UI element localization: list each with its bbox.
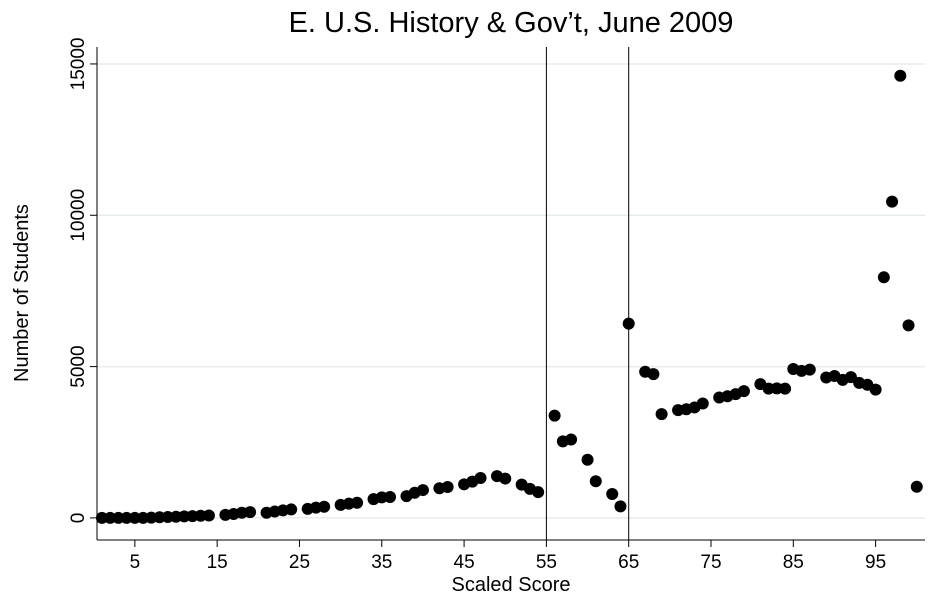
x-tick-label: 25 bbox=[289, 552, 310, 573]
x-tick-label: 85 bbox=[783, 552, 804, 573]
x-tick-label: 15 bbox=[207, 552, 228, 573]
point bbox=[244, 506, 257, 519]
point bbox=[877, 271, 890, 284]
point bbox=[614, 500, 627, 513]
x-axis-label: Scaled Score bbox=[452, 574, 571, 596]
y-tick-label: 0 bbox=[68, 513, 89, 524]
point bbox=[902, 319, 915, 332]
point bbox=[318, 500, 331, 513]
point bbox=[499, 472, 512, 485]
point bbox=[128, 511, 141, 524]
point bbox=[351, 496, 364, 509]
point bbox=[894, 69, 907, 82]
point bbox=[548, 409, 561, 422]
point bbox=[622, 317, 635, 330]
point bbox=[869, 383, 882, 396]
point bbox=[285, 503, 298, 516]
point bbox=[441, 481, 454, 494]
point bbox=[696, 397, 709, 410]
point bbox=[910, 480, 923, 493]
chart-title: E. U.S. History & Gov’t, June 2009 bbox=[289, 7, 734, 39]
y-axis-label: Number of Students bbox=[11, 204, 33, 382]
point bbox=[581, 453, 594, 466]
point bbox=[647, 368, 660, 381]
x-tick-label: 35 bbox=[371, 552, 392, 573]
x-tick-label: 45 bbox=[454, 552, 475, 573]
point bbox=[589, 475, 602, 488]
point bbox=[886, 195, 899, 208]
point bbox=[803, 363, 816, 376]
x-tick-label: 75 bbox=[700, 552, 721, 573]
point bbox=[655, 408, 668, 421]
point bbox=[104, 511, 117, 524]
point bbox=[737, 385, 750, 398]
point bbox=[565, 433, 578, 446]
point bbox=[202, 509, 215, 522]
point bbox=[416, 484, 429, 497]
point bbox=[120, 511, 133, 524]
point bbox=[779, 382, 792, 395]
point bbox=[606, 487, 619, 500]
point bbox=[532, 486, 545, 499]
y-tick-label: 15000 bbox=[68, 38, 89, 91]
point bbox=[112, 511, 125, 524]
x-tick-label: 95 bbox=[865, 552, 886, 573]
y-tick-label: 10000 bbox=[68, 189, 89, 242]
y-tick-label: 5000 bbox=[68, 345, 89, 387]
point bbox=[474, 471, 487, 484]
x-tick-label: 5 bbox=[130, 552, 141, 573]
x-tick-label: 65 bbox=[618, 552, 639, 573]
x-tick-label: 55 bbox=[536, 552, 557, 573]
point bbox=[384, 491, 397, 504]
point bbox=[95, 511, 108, 524]
